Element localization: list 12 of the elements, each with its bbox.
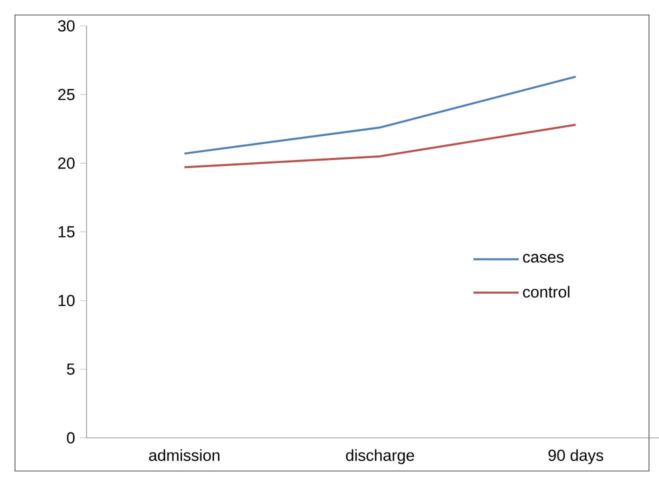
legend-label: cases — [523, 254, 564, 263]
y-tick-label: 25 — [58, 88, 75, 100]
y-tick-label: 15 — [58, 226, 75, 238]
x-tick-label: admission — [149, 449, 220, 461]
x-tick-label: discharge — [346, 449, 414, 464]
y-tick-label: 5 — [66, 364, 75, 375]
x-tick-label: 90 days — [548, 449, 604, 464]
y-tick-label: 30 — [58, 20, 75, 32]
y-tick-label: 0 — [66, 432, 75, 444]
legend-label: control — [523, 286, 570, 298]
y-tick-label: 20 — [58, 158, 75, 169]
y-tick-label: 10 — [58, 294, 75, 306]
